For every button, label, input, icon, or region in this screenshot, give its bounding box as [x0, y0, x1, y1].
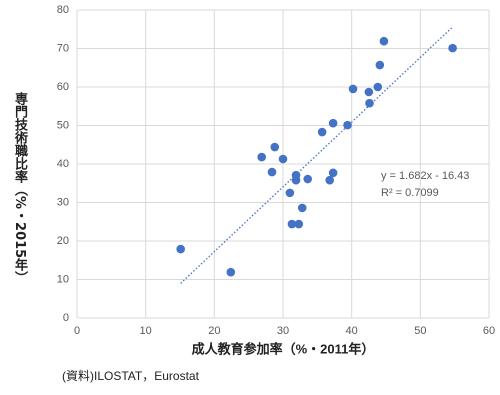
point — [375, 60, 385, 70]
point — [287, 219, 297, 229]
y-tick-label: 20 — [57, 235, 69, 247]
equation: y = 1.682x - 16.43 — [381, 170, 469, 182]
point — [267, 167, 277, 177]
point — [373, 82, 383, 92]
trendline — [180, 26, 454, 284]
y-tick-label: 70 — [57, 42, 69, 54]
point — [291, 170, 301, 180]
x-axis-label: 成人教育参加率（%・2011年） — [192, 341, 375, 356]
y-tick-label: 40 — [57, 158, 69, 170]
source: (資料)ILOSTAT，Eurostat — [62, 369, 200, 383]
point — [343, 120, 352, 130]
y-axis-label: 専門技術職比率（%・2015年） — [12, 92, 27, 285]
point — [379, 36, 389, 46]
y-tick-label: 30 — [57, 196, 69, 208]
point — [270, 142, 280, 152]
r-squared: R² = 0.7099 — [381, 187, 439, 199]
point — [348, 84, 358, 94]
point — [365, 98, 374, 108]
x-tick-label: 0 — [74, 325, 80, 337]
y-tick-label: 60 — [57, 81, 69, 93]
y-tick-label: 50 — [57, 119, 69, 131]
point — [328, 168, 338, 178]
point — [257, 152, 267, 162]
point — [278, 154, 288, 164]
y-tick-label: 10 — [57, 273, 69, 285]
x-tick-label: 50 — [414, 325, 426, 337]
x-tick-label: 60 — [483, 325, 495, 337]
point — [303, 174, 313, 184]
x-tick-label: 40 — [346, 325, 358, 337]
point — [364, 87, 374, 97]
point — [448, 43, 457, 53]
point — [285, 188, 295, 198]
y-tick-label: 0 — [63, 312, 69, 324]
point — [226, 267, 236, 277]
point — [176, 244, 185, 254]
x-tick-label: 20 — [208, 325, 220, 337]
y-tick-label: 80 — [57, 4, 69, 16]
x-tick-label: 10 — [140, 325, 152, 337]
point — [325, 175, 334, 185]
point — [317, 127, 327, 137]
point — [297, 203, 307, 213]
point — [294, 219, 304, 229]
x-tick-label: 30 — [277, 325, 289, 337]
point — [328, 118, 338, 128]
